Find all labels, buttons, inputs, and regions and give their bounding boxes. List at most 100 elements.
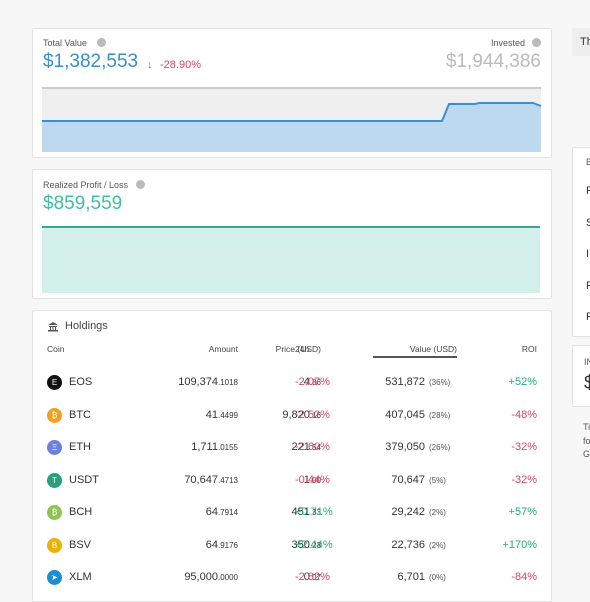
side-note: fo [583, 435, 590, 446]
value: 70,647 [391, 473, 425, 486]
column-header: 24h [295, 344, 310, 354]
price-dec: .23 [309, 540, 321, 550]
side-item: F [586, 311, 590, 323]
holding-row[interactable]: ₿ BTC 41.4499 9,820.16 -2.52% 407,045 (28%) -48… [33, 399, 551, 431]
coin-icon: B [47, 537, 62, 553]
share: (2%) [429, 540, 446, 550]
amount-dec: .7914 [217, 508, 238, 517]
price-dec: .00 [309, 475, 321, 485]
coin-name: BCH [69, 506, 93, 518]
holdings-card: Holdings Coin Amount Price (USD) 24h Value (… [32, 310, 552, 602]
amount-int: 64 [205, 538, 218, 551]
amount-dec: .9176 [217, 540, 238, 550]
info-icon[interactable] [532, 38, 541, 47]
amount-dec: .1018 [217, 378, 238, 387]
price-dec: .16 [309, 410, 321, 420]
holdings-title: Holdings [65, 320, 108, 332]
coin-name: EOS [69, 376, 93, 388]
amount: 1,711.0155 [191, 441, 238, 453]
coin-icon: Ξ [47, 440, 62, 455]
amount-dec: .4713 [217, 475, 238, 485]
realized-value: $859,559 [43, 193, 123, 214]
invested-label: Invested [490, 38, 525, 48]
side-card-value: $ [584, 373, 590, 394]
share: (2%) [429, 508, 446, 517]
price-dec: .33 [309, 508, 321, 517]
amount-dec: .0000 [217, 573, 238, 582]
value: 531,872 [385, 376, 425, 388]
coin-icon: T [47, 472, 62, 488]
share: (5%) [429, 475, 446, 485]
total-value-label: Total Value [43, 38, 87, 48]
price: 350.23 [292, 539, 321, 551]
amount-int: 109,374 [178, 376, 218, 388]
value: 22,736 [391, 538, 425, 551]
amount-dec: .0155 [217, 443, 238, 452]
coin-icon: E [47, 375, 62, 390]
info-icon[interactable] [136, 180, 145, 189]
side-note: G [583, 449, 590, 459]
amount-int: 64 [205, 506, 218, 518]
coin-name: BTC [69, 408, 91, 421]
side-item: F [586, 279, 590, 292]
coin-name: BSV [69, 538, 92, 551]
amount-int: 70,647 [184, 473, 218, 486]
value-area [42, 103, 541, 152]
roi: +57% [508, 506, 537, 518]
side-header: B [586, 157, 590, 167]
holding-row[interactable]: ➤ XLM 95,000.0000 0.07 -2.82% 6,701 (0%) -84% [33, 561, 551, 593]
share: (26%) [429, 443, 451, 452]
total-change: -28.90% [160, 59, 201, 71]
info-icon[interactable] [97, 38, 106, 47]
amount: 109,374.1018 [178, 376, 238, 388]
roi: +52% [508, 376, 537, 388]
coin-name: XLM [69, 571, 92, 583]
holding-row[interactable]: E EOS 109,374.1018 4.86 -2.07% 531,872 (36%) +5… [33, 366, 551, 398]
bank-icon [48, 322, 58, 332]
roi: +170% [502, 538, 537, 551]
value: 407,045 [385, 408, 425, 421]
amount-int: 41 [205, 408, 218, 421]
share: (36%) [429, 378, 451, 387]
holding-row[interactable]: Ξ ETH 1,711.0155 221.54 -2.60% 379,050 (26%) -3… [33, 431, 551, 463]
sort-underline [373, 356, 457, 358]
realized-area [42, 227, 540, 293]
holding-row[interactable]: B BSV 64.9176 350.23 +2.44% 22,736 (2%) +170% [33, 529, 551, 561]
holding-row[interactable]: T USDT 70,647.4713 1.00 -0.44% 70,647 (5%) -32% [33, 464, 551, 496]
side-tab-text: Th [580, 36, 590, 48]
price-int: 0 [303, 571, 310, 583]
amount: 41.4499 [206, 409, 238, 421]
change-24h: +0.71% [295, 506, 333, 518]
coin-icon: ₿ [47, 407, 62, 423]
total-value-card: Total Value $1,382,553 ↓ -28.90% Investe… [32, 28, 552, 158]
amount: 70,647.4713 [184, 474, 238, 486]
side-item: F [586, 185, 590, 197]
amount: 64.9176 [206, 539, 238, 551]
price-int: 1 [303, 473, 310, 486]
side-card: B F S I F F [572, 147, 590, 337]
value-chart [42, 87, 542, 152]
roi: -48% [511, 408, 537, 421]
price: 9,820.16 [282, 409, 321, 421]
price-dec: .86 [309, 378, 321, 387]
total-value: $1,382,553 [43, 51, 139, 72]
side-tab[interactable]: Th [572, 28, 590, 56]
column-header: Amount [208, 344, 238, 354]
price: 0.07 [304, 571, 321, 583]
coin-icon: ➤ [47, 570, 62, 585]
arrow: ↓ [147, 59, 153, 71]
roi: -32% [511, 441, 537, 453]
roi: -32% [511, 473, 537, 486]
share: (0%) [429, 573, 446, 582]
column-header: Coin [47, 344, 65, 354]
price: 1.00 [304, 474, 321, 486]
change-24h: -2.52% [295, 408, 330, 421]
roi: -84% [511, 571, 537, 583]
price: 4.86 [304, 376, 321, 388]
price: 451.33 [292, 506, 321, 518]
coin-name: USDT [69, 473, 99, 486]
holding-row[interactable]: ₿ BCH 64.7914 451.33 +0.71% 29,242 (2%) +57% [33, 496, 551, 528]
price: 221.54 [292, 441, 321, 453]
price-int: 4 [303, 376, 310, 388]
